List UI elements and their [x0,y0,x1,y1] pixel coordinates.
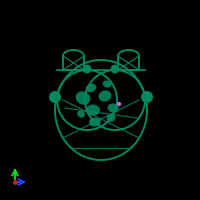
Ellipse shape [107,114,115,122]
Circle shape [111,65,119,73]
Ellipse shape [89,117,101,127]
Ellipse shape [103,80,111,88]
Circle shape [141,91,153,103]
Ellipse shape [108,103,118,113]
Ellipse shape [76,91,90,105]
Ellipse shape [86,104,100,116]
Circle shape [49,91,61,103]
Ellipse shape [77,110,85,118]
Circle shape [117,102,121,106]
Ellipse shape [99,90,111,102]
Ellipse shape [86,84,96,92]
Circle shape [83,65,91,73]
